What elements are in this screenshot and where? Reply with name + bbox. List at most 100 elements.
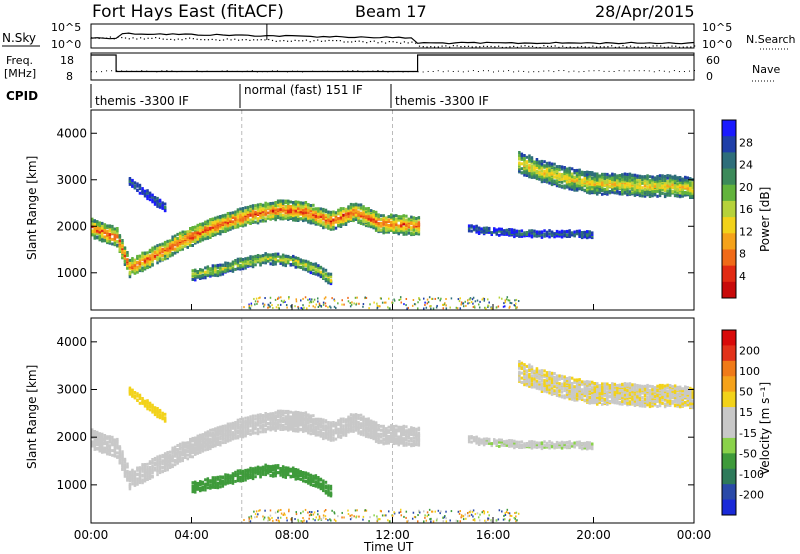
power-cell xyxy=(204,270,207,274)
power-cell xyxy=(101,237,104,241)
velocity-cell xyxy=(244,416,247,420)
power-cell xyxy=(671,183,674,187)
power-cell xyxy=(648,179,652,183)
velocity-cell xyxy=(216,426,220,430)
power-cell xyxy=(671,189,674,193)
power-cell xyxy=(628,192,632,195)
velocity-cell xyxy=(344,428,348,431)
power-cell xyxy=(385,227,388,231)
power-cell xyxy=(128,270,132,274)
power-cell xyxy=(194,238,197,241)
power-cell xyxy=(184,230,187,234)
power-cell xyxy=(668,188,672,192)
power-cell xyxy=(558,165,561,168)
nsearch-dot xyxy=(584,46,586,48)
nsearch-dot xyxy=(204,39,206,41)
power-cell xyxy=(548,176,551,180)
power-speckle xyxy=(483,299,486,302)
power-cell xyxy=(229,217,232,221)
power-cell xyxy=(369,214,373,218)
power-cell xyxy=(658,174,662,178)
power-cell xyxy=(239,265,242,269)
power-speckle xyxy=(253,297,255,300)
velocity-cell xyxy=(239,432,242,436)
nsearch-dot xyxy=(196,38,198,40)
power-cell xyxy=(214,272,217,276)
nsearch-dot xyxy=(366,42,368,44)
velocity-cell xyxy=(239,420,242,424)
nave-dot xyxy=(226,70,228,72)
velocity-cell xyxy=(138,473,142,476)
power-cell xyxy=(591,190,594,194)
power-cell xyxy=(199,274,202,278)
power-cell xyxy=(329,223,333,227)
velocity-cell xyxy=(178,445,182,449)
power-cell xyxy=(234,214,237,218)
power-cell xyxy=(631,178,634,182)
velocity-cell xyxy=(201,449,205,453)
power-cell xyxy=(133,266,137,270)
power-cell xyxy=(651,175,654,179)
velocity-cell xyxy=(93,438,96,442)
power-cell xyxy=(676,182,679,186)
power-cell xyxy=(656,183,659,187)
power-cell xyxy=(116,243,119,247)
power-cell xyxy=(354,206,358,210)
velocity-cell xyxy=(186,453,189,457)
power-cell xyxy=(553,166,556,170)
power-cell xyxy=(256,218,260,222)
power-cell xyxy=(666,181,669,185)
colorbar-tick: 16 xyxy=(739,203,753,216)
power-cell xyxy=(201,222,205,226)
power-cell xyxy=(616,191,619,195)
power-cell xyxy=(96,232,99,235)
velocity-cell xyxy=(374,439,378,443)
power-cell xyxy=(611,182,614,186)
velocity-cell xyxy=(299,422,302,426)
power-speckle xyxy=(256,302,258,305)
power-cell xyxy=(246,208,250,212)
power-cell xyxy=(661,179,664,182)
velocity-cell xyxy=(269,425,272,429)
velocity-cell xyxy=(264,428,267,431)
power-cell xyxy=(93,234,96,238)
power-speckle xyxy=(387,297,390,300)
power-cell xyxy=(151,193,154,197)
power-cell xyxy=(535,234,539,238)
power-cell xyxy=(221,227,225,230)
velocity-cell xyxy=(319,432,323,436)
power-cell xyxy=(653,179,657,183)
velocity-cell xyxy=(211,436,215,440)
nsearch-dot xyxy=(490,45,492,48)
power-cell xyxy=(520,232,524,236)
power-cell xyxy=(324,268,328,272)
velocity-cell xyxy=(118,458,122,462)
power-cell xyxy=(515,232,519,236)
velocity-cell xyxy=(231,426,235,430)
power-cell xyxy=(209,220,212,224)
power-cell xyxy=(691,184,694,188)
velocity-cell xyxy=(181,450,184,454)
velocity-cell xyxy=(322,418,325,422)
nave-dot xyxy=(493,71,494,73)
velocity-cell xyxy=(186,441,189,445)
power-cell xyxy=(194,225,197,229)
velocity-cell xyxy=(322,433,325,437)
power-cell xyxy=(636,178,639,182)
nave-dot xyxy=(487,70,489,72)
nsearch-dot xyxy=(305,39,308,41)
power-cell xyxy=(586,186,589,189)
power-speckle xyxy=(391,302,394,305)
power-speckle xyxy=(460,301,463,304)
power-cell xyxy=(302,262,305,266)
velocity-cell xyxy=(302,422,305,425)
power-cell xyxy=(116,240,119,244)
power-cell xyxy=(103,230,107,234)
power-cell xyxy=(261,261,265,265)
power-cell xyxy=(91,219,94,223)
power-cell xyxy=(540,178,544,181)
power-cell xyxy=(304,202,308,206)
power-speckle xyxy=(316,297,319,300)
power-cell xyxy=(319,265,323,269)
velocity-cell xyxy=(118,452,122,456)
